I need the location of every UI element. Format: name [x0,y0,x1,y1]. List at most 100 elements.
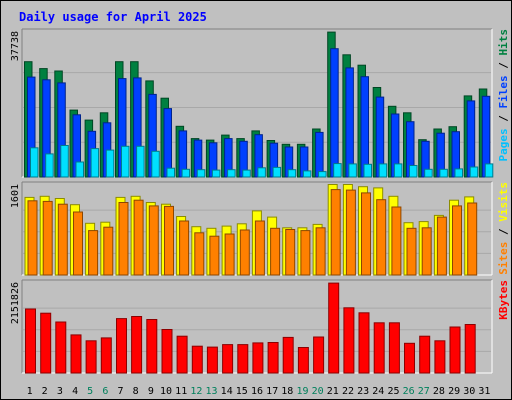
x-axis-day-label: 5 [87,386,93,397]
x-axis-day-label: 4 [72,386,78,397]
sites-bar: Sites 12: 750 [194,232,205,276]
kbytes-bar: KBytes 4: 910000 [70,334,82,374]
pages-bar: Pages 18: 1900 [287,169,297,178]
sites-bar: Sites 5: 790 [88,230,99,276]
kbytes-bar: KBytes 28: 770000 [434,340,446,374]
sites-bar: Sites 30: 1280 [467,202,478,276]
x-axis-day-label: 8 [133,386,139,397]
kbytes-bar: KBytes 30: 1160000 [464,324,476,374]
files-bar: Files 21: 33400 [330,48,339,178]
pages-bar: Pages 28: 2000 [439,168,448,178]
sites-bar: Sites 29: 1230 [452,205,462,276]
sites-bar: Sites 13: 690 [209,235,220,276]
kbytes-bar: KBytes 7: 1300000 [116,318,127,374]
x-axis-day-label: 24 [372,386,384,397]
sites-bar: Sites 26: 830 [406,227,417,276]
kbytes-bar: KBytes 22: 1560000 [343,307,355,374]
kbytes-bar: KBytes 17: 730000 [267,342,279,374]
legend-label: / [497,109,510,129]
sites-bar: Sites 20: 840 [315,227,326,276]
sites-bar: Sites 10: 1220 [164,205,174,276]
pages-bar: Pages 25: 3400 [393,163,403,178]
y-axis-max-label: 2151826 [10,282,21,324]
x-axis-labels: 1 2 3 4 5 6 7 8 9 10 11 12 13 14 15 16 17 18 19 20 21 22 23 24 2… [27,386,491,397]
x-axis-day-label: 30 [463,386,475,397]
legend-label: Pages [497,128,510,161]
x-axis-day-label: 7 [117,386,123,397]
x-axis-day-label: 3 [57,386,63,397]
files-bar: Files 10: 17800 [163,108,172,178]
pages-bar: Pages 26: 3000 [409,165,418,178]
x-axis-day-label: 10 [160,386,172,397]
x-axis-day-label: 16 [251,386,263,397]
kbytes-bar: KBytes 2: 1430000 [40,312,52,374]
sites-bar: Sites 14: 730 [224,233,235,276]
x-axis-day-label: 26 [403,386,415,397]
pages-bar: Pages 24: 3400 [378,163,388,178]
sites-bar: Sites 19: 790 [300,230,311,276]
pages-bar: Pages 14: 1900 [227,169,236,178]
sites-bar: Sites 28: 1030 [436,216,447,276]
kbytes-bar: KBytes 29: 1100000 [449,326,461,374]
legend-label: Files [497,75,510,108]
kbytes-bar: KBytes 16: 720000 [252,342,264,374]
x-axis-day-label: 28 [433,386,445,397]
sites-bar: Sites 23: 1460 [361,192,371,276]
pages-bar: Pages 3: 8200 [60,145,69,178]
kbytes-bar: KBytes 26: 710000 [404,342,415,374]
sites-bar: Sites 4: 1120 [73,211,83,276]
files-bar: Files 22: 28400 [345,67,354,178]
pages-bar: Pages 7: 8000 [121,145,130,178]
x-axis-day-label: 29 [448,386,460,397]
y-axis-max-label: 1601 [10,184,21,208]
x-axis-day-label: 31 [478,386,490,397]
series-legend: KBytes [497,280,510,320]
sites-bar: Sites 8: 1330 [133,199,144,276]
x-axis-day-label: 22 [342,386,354,397]
visits-panel: Visits 1: 1380Visits 2: 1400Visits 3: 13… [10,181,510,276]
pages-bar: Pages 29: 2100 [454,168,463,178]
x-axis-day-label: 21 [327,386,339,397]
kbytes-bar: KBytes 23: 1440000 [358,312,370,374]
pages-bar: Pages 9: 6700 [151,150,160,178]
pages-bar: Pages 17: 2500 [272,166,282,178]
x-axis-day-label: 14 [221,386,233,397]
x-axis-day-label: 20 [312,386,324,397]
kbytes-bar: KBytes 15: 680000 [237,344,249,374]
series-legend: Pages / Files / Hits [497,29,510,162]
x-axis-day-label: 13 [205,386,217,397]
sites-bar: Sites 21: 1520 [330,189,341,276]
sites-bar: Sites 25: 1210 [391,206,402,276]
sites-bar: Sites 15: 800 [239,229,250,276]
x-axis-day-label: 2 [42,386,48,397]
kbytes-bar: KBytes 19: 610000 [297,347,309,374]
pages-bar: Pages 10: 2300 [166,167,175,178]
sites-bar: Sites 24: 1340 [376,199,387,276]
kbytes-bar: KBytes 20: 860000 [313,336,325,374]
kbytes-bar: KBytes 21: 2150000 [328,282,340,374]
pages-bar: Pages 13: 1800 [211,169,221,178]
x-axis-day-label: 27 [418,386,430,397]
hits-panel: Hits 1: 30000Hits 2: 28200Hits 3: 27600H… [10,28,510,178]
pages-bar: Pages 19: 1600 [302,170,312,178]
files-bar: Files 20: 11600 [315,131,324,178]
x-axis-day-label: 18 [281,386,293,397]
sites-bar: Sites 9: 1230 [148,205,159,276]
kbytes-bar: KBytes 10: 1040000 [161,329,173,374]
sites-bar: Sites 27: 840 [421,227,432,276]
x-axis-day-label: 17 [266,386,278,397]
kbytes-bar: KBytes 14: 680000 [222,344,234,374]
x-axis-day-label: 6 [102,386,108,397]
pages-bar: Pages 12: 1900 [196,169,206,178]
legend-label: Visits [497,182,510,222]
pages-bar: Pages 2: 6000 [45,153,54,178]
y-axis-max-label: 37738 [10,31,21,61]
x-axis-day-label: 19 [296,386,308,397]
legend-label: KBytes [497,280,510,320]
kbytes-bar: KBytes 11: 880000 [176,335,188,374]
chart-title: Daily usage for April 2025 [19,10,207,24]
kbytes-bar: KBytes 6: 840000 [100,337,112,374]
kbytes-bar: KBytes 27: 880000 [419,335,431,374]
sites-bar: Sites 11: 960 [179,220,190,276]
